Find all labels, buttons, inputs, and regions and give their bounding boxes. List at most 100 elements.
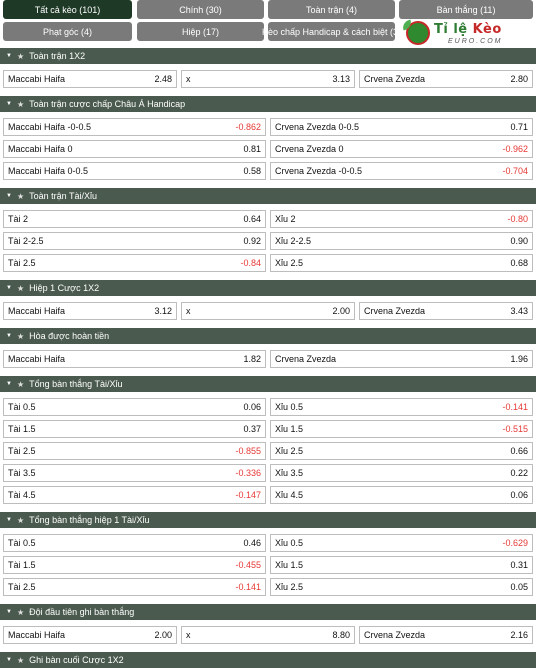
odds-cell[interactable]: Tài 1.5 0.37	[3, 420, 266, 438]
collapse-arrow-icon[interactable]: ▼	[6, 53, 12, 59]
odds-value: 0.92	[243, 236, 261, 246]
odds-cell[interactable]: Maccabi Haifa 3.12	[3, 302, 177, 320]
odds-label: Crvena Zvezda	[364, 74, 426, 84]
odds-cell[interactable]: x 2.00	[181, 302, 355, 320]
tab-half[interactable]: Hiệp (17)	[137, 22, 264, 41]
favorite-star-icon[interactable]: ★	[16, 331, 25, 341]
odds-cell[interactable]: Maccabi Haifa 0-0.5 0.58	[3, 162, 266, 180]
odds-cell[interactable]: Tài 0.5 0.46	[3, 534, 266, 552]
section-header[interactable]: ▼ ★ Toàn trận Tài/Xỉu	[0, 188, 536, 204]
odds-cell[interactable]: Crvena Zvezda -0-0.5 -0.704	[270, 162, 533, 180]
odds-value: -0.862	[235, 122, 261, 132]
odds-value: 2.80	[510, 74, 528, 84]
odds-cell[interactable]: Tài 1.5 -0.455	[3, 556, 266, 574]
section-header[interactable]: ▼ ★ Toàn trận cược chấp Châu Á Handicap	[0, 96, 536, 112]
favorite-star-icon[interactable]: ★	[16, 515, 25, 525]
collapse-arrow-icon[interactable]: ▼	[6, 381, 12, 387]
favorite-star-icon[interactable]: ★	[16, 99, 25, 109]
odds-cell[interactable]: Crvena Zvezda 2.16	[359, 626, 533, 644]
tab-main[interactable]: Chính (30)	[137, 0, 264, 19]
collapse-arrow-icon[interactable]: ▼	[6, 609, 12, 615]
favorite-star-icon[interactable]: ★	[16, 655, 25, 665]
odds-cell[interactable]: Tài 4.5 -0.147	[3, 486, 266, 504]
section-header[interactable]: ▼ ★ Toàn trận 1X2	[0, 48, 536, 64]
odds-label: Xỉu 0.5	[275, 402, 304, 412]
odds-cell[interactable]: Tài 2 0.64	[3, 210, 266, 228]
collapse-arrow-icon[interactable]: ▼	[6, 285, 12, 291]
section-header[interactable]: ▼ ★ Hiệp 1 Cược 1X2	[0, 280, 536, 296]
section-header[interactable]: ▼ ★ Đội đầu tiên ghi bàn thắng	[0, 604, 536, 620]
favorite-star-icon[interactable]: ★	[16, 283, 25, 293]
odds-value: -0.855	[235, 446, 261, 456]
odds-value: -0.455	[235, 560, 261, 570]
favorite-star-icon[interactable]: ★	[16, 191, 25, 201]
odds-cell[interactable]: Tài 2.5 -0.855	[3, 442, 266, 460]
odds-row: Maccabi Haifa 1.82 Crvena Zvezda 1.96	[3, 350, 533, 368]
odds-label: Xỉu 1.5	[275, 560, 304, 570]
favorite-star-icon[interactable]: ★	[16, 379, 25, 389]
odds-cell[interactable]: Crvena Zvezda 0 -0.962	[270, 140, 533, 158]
tab-handicap[interactable]: Kèo chấp Handicap & cách biệt (3)	[262, 22, 401, 41]
odds-cell[interactable]: Xỉu 0.5 -0.629	[270, 534, 533, 552]
odds-cell[interactable]: Xỉu 1.5 -0.515	[270, 420, 533, 438]
odds-label: x	[186, 74, 191, 84]
odds-value: -0.80	[507, 214, 528, 224]
odds-cell[interactable]: Tài 3.5 -0.336	[3, 464, 266, 482]
odds-value: 8.80	[332, 630, 350, 640]
odds-label: Crvena Zvezda	[364, 306, 426, 316]
odds-cell[interactable]: Maccabi Haifa 1.82	[3, 350, 266, 368]
odds-cell[interactable]: Maccabi Haifa 2.00	[3, 626, 177, 644]
odds-label: Tài 2.5	[8, 582, 36, 592]
odds-cell[interactable]: Xỉu 1.5 0.31	[270, 556, 533, 574]
odds-cell[interactable]: Xỉu 2.5 0.68	[270, 254, 533, 272]
favorite-star-icon[interactable]: ★	[16, 51, 25, 61]
odds-cell[interactable]: Crvena Zvezda 3.43	[359, 302, 533, 320]
tab-all[interactable]: Tất cả kèo (101)	[3, 0, 132, 19]
odds-cell[interactable]: Tài 2.5 -0.84	[3, 254, 266, 272]
odds-cell[interactable]: Tài 2.5 -0.141	[3, 578, 266, 596]
odds-row: Tài 2-2.5 0.92 Xỉu 2-2.5 0.90	[3, 232, 533, 250]
section-header[interactable]: ▼ ★ Hòa được hoàn tiền	[0, 328, 536, 344]
odds-row: Tài 3.5 -0.336 Xỉu 3.5 0.22	[3, 464, 533, 482]
collapse-arrow-icon[interactable]: ▼	[6, 193, 12, 199]
odds-label: Crvena Zvezda 0-0.5	[275, 122, 360, 132]
section-title: Toàn trận cược chấp Châu Á Handicap	[29, 99, 186, 109]
odds-cell[interactable]: Xỉu 4.5 0.06	[270, 486, 533, 504]
odds-cell[interactable]: x 8.80	[181, 626, 355, 644]
collapse-arrow-icon[interactable]: ▼	[6, 101, 12, 107]
odds-cell[interactable]: Crvena Zvezda 0-0.5 0.71	[270, 118, 533, 136]
odds-cell[interactable]: Maccabi Haifa 0 0.81	[3, 140, 266, 158]
collapse-arrow-icon[interactable]: ▼	[6, 657, 12, 663]
favorite-star-icon[interactable]: ★	[16, 607, 25, 617]
odds-cell[interactable]: Xỉu 0.5 -0.141	[270, 398, 533, 416]
collapse-arrow-icon[interactable]: ▼	[6, 517, 12, 523]
odds-label: Tài 2.5	[8, 258, 36, 268]
odds-cell[interactable]: Crvena Zvezda 2.80	[359, 70, 533, 88]
tab-fulltime[interactable]: Toàn trận (4)	[268, 0, 395, 19]
odds-row: Tài 1.5 0.37 Xỉu 1.5 -0.515	[3, 420, 533, 438]
odds-value: -0.515	[502, 424, 528, 434]
odds-cell[interactable]: Maccabi Haifa -0-0.5 -0.862	[3, 118, 266, 136]
odds-row: Tài 2.5 -0.141 Xỉu 2.5 0.05	[3, 578, 533, 596]
odds-sections: ▼ ★ Toàn trận 1X2 Maccabi Haifa 2.48 x 3.13 Crv…	[0, 48, 536, 668]
odds-cell[interactable]: Xỉu 3.5 0.22	[270, 464, 533, 482]
odds-cell[interactable]: Xỉu 2.5 0.05	[270, 578, 533, 596]
tab-corners[interactable]: Phạt góc (4)	[3, 22, 132, 41]
odds-value: 0.05	[510, 582, 528, 592]
market-section: ▼ ★ Hiệp 1 Cược 1X2 Maccabi Haifa 3.12 x 2.00 C…	[0, 280, 536, 326]
odds-cell[interactable]: Xỉu 2-2.5 0.90	[270, 232, 533, 250]
section-body: Maccabi Haifa 1.82 Crvena Zvezda 1.96	[0, 344, 536, 374]
section-header[interactable]: ▼ ★ Ghi bàn cuối Cược 1X2	[0, 652, 536, 668]
odds-cell[interactable]: Maccabi Haifa 2.48	[3, 70, 177, 88]
section-header[interactable]: ▼ ★ Tổng bàn thắng hiệp 1 Tài/Xỉu	[0, 512, 536, 528]
tab-goals[interactable]: Bàn thắng (11)	[399, 0, 533, 19]
odds-cell[interactable]: Tài 0.5 0.06	[3, 398, 266, 416]
odds-cell[interactable]: Xỉu 2.5 0.66	[270, 442, 533, 460]
odds-value: 0.06	[510, 490, 528, 500]
odds-cell[interactable]: Crvena Zvezda 1.96	[270, 350, 533, 368]
odds-cell[interactable]: x 3.13	[181, 70, 355, 88]
odds-cell[interactable]: Xỉu 2 -0.80	[270, 210, 533, 228]
collapse-arrow-icon[interactable]: ▼	[6, 333, 12, 339]
section-header[interactable]: ▼ ★ Tổng bàn thắng Tài/Xỉu	[0, 376, 536, 392]
odds-cell[interactable]: Tài 2-2.5 0.92	[3, 232, 266, 250]
